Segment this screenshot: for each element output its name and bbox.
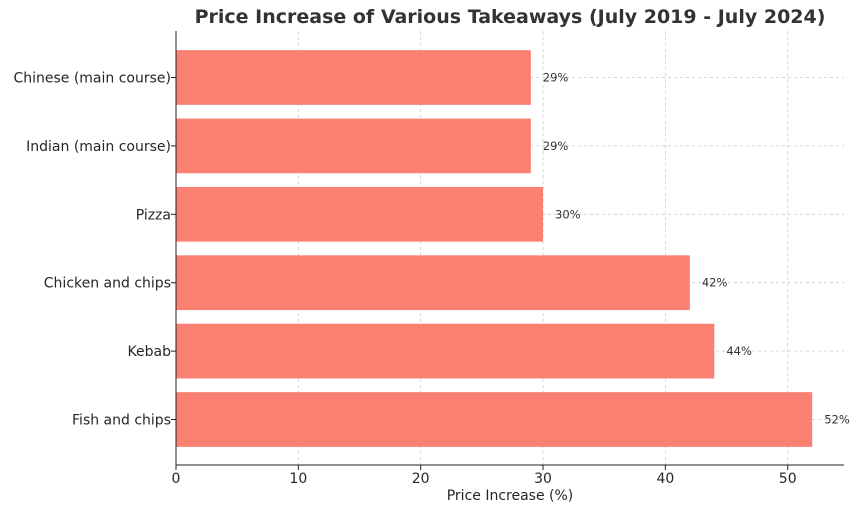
x-tick-label: 50 [779, 471, 797, 487]
axes [171, 31, 844, 470]
x-tick-label: 20 [412, 471, 430, 487]
bars [176, 50, 813, 447]
category-label: Indian (main course) [26, 139, 171, 155]
data-label: 52% [824, 413, 850, 427]
data-label: 44% [726, 344, 752, 358]
x-tick-label: 30 [534, 471, 552, 487]
category-label: Chinese (main course) [13, 71, 171, 87]
x-axis-label: Price Increase (%) [447, 488, 574, 504]
category-label: Kebab [128, 344, 172, 360]
x-tick-label: 0 [172, 471, 181, 487]
category-label: Fish and chips [72, 413, 171, 429]
category-label: Pizza [136, 207, 171, 223]
data-label: 29% [543, 139, 569, 153]
x-tick-label: 10 [289, 471, 307, 487]
bar [176, 255, 690, 311]
bar [176, 186, 544, 242]
data-label: 30% [555, 207, 581, 221]
bar [176, 50, 531, 105]
x-tick-label: 40 [656, 471, 674, 487]
data-label: 42% [702, 276, 728, 290]
category-label: Chicken and chips [44, 276, 171, 292]
chart-title: Price Increase of Various Takeaways (Jul… [195, 6, 826, 28]
bar [176, 118, 531, 174]
data-label: 29% [543, 71, 569, 85]
bar [176, 392, 813, 447]
bar [176, 323, 715, 379]
labels: 0 10 20 30 40 50 Chinese (main course) 29% India… [13, 71, 849, 488]
